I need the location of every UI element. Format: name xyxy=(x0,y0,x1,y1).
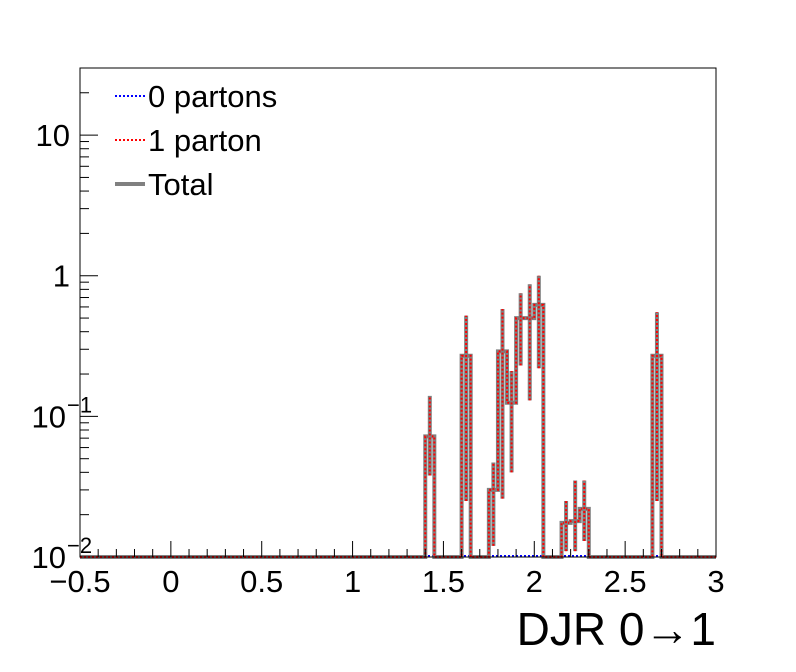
x-tick-label: 3 xyxy=(707,564,724,599)
x-tick-label: 2.5 xyxy=(604,564,647,599)
legend: 0 partons 1 parton Total xyxy=(115,79,277,202)
x-axis-title: DJR 0→1 xyxy=(517,603,716,655)
x-tick-label: 0.5 xyxy=(240,564,283,599)
x-tick-label: −0.5 xyxy=(49,564,110,599)
y-tick-label: 10 xyxy=(32,540,66,575)
y-tick-label: 1 xyxy=(53,259,70,294)
plot-frame xyxy=(79,67,717,558)
legend-label: 1 parton xyxy=(148,123,262,158)
x-tick-label: 2 xyxy=(526,564,543,599)
x-tick-label: 0 xyxy=(162,564,179,599)
y-tick-label: 10 xyxy=(32,399,66,434)
legend-label: Total xyxy=(148,167,213,202)
x-tick-label: 1.5 xyxy=(422,564,465,599)
legend-label: 0 partons xyxy=(148,79,277,114)
x-tick-label: 1 xyxy=(344,564,361,599)
y-tick-label: 10 xyxy=(36,118,70,153)
